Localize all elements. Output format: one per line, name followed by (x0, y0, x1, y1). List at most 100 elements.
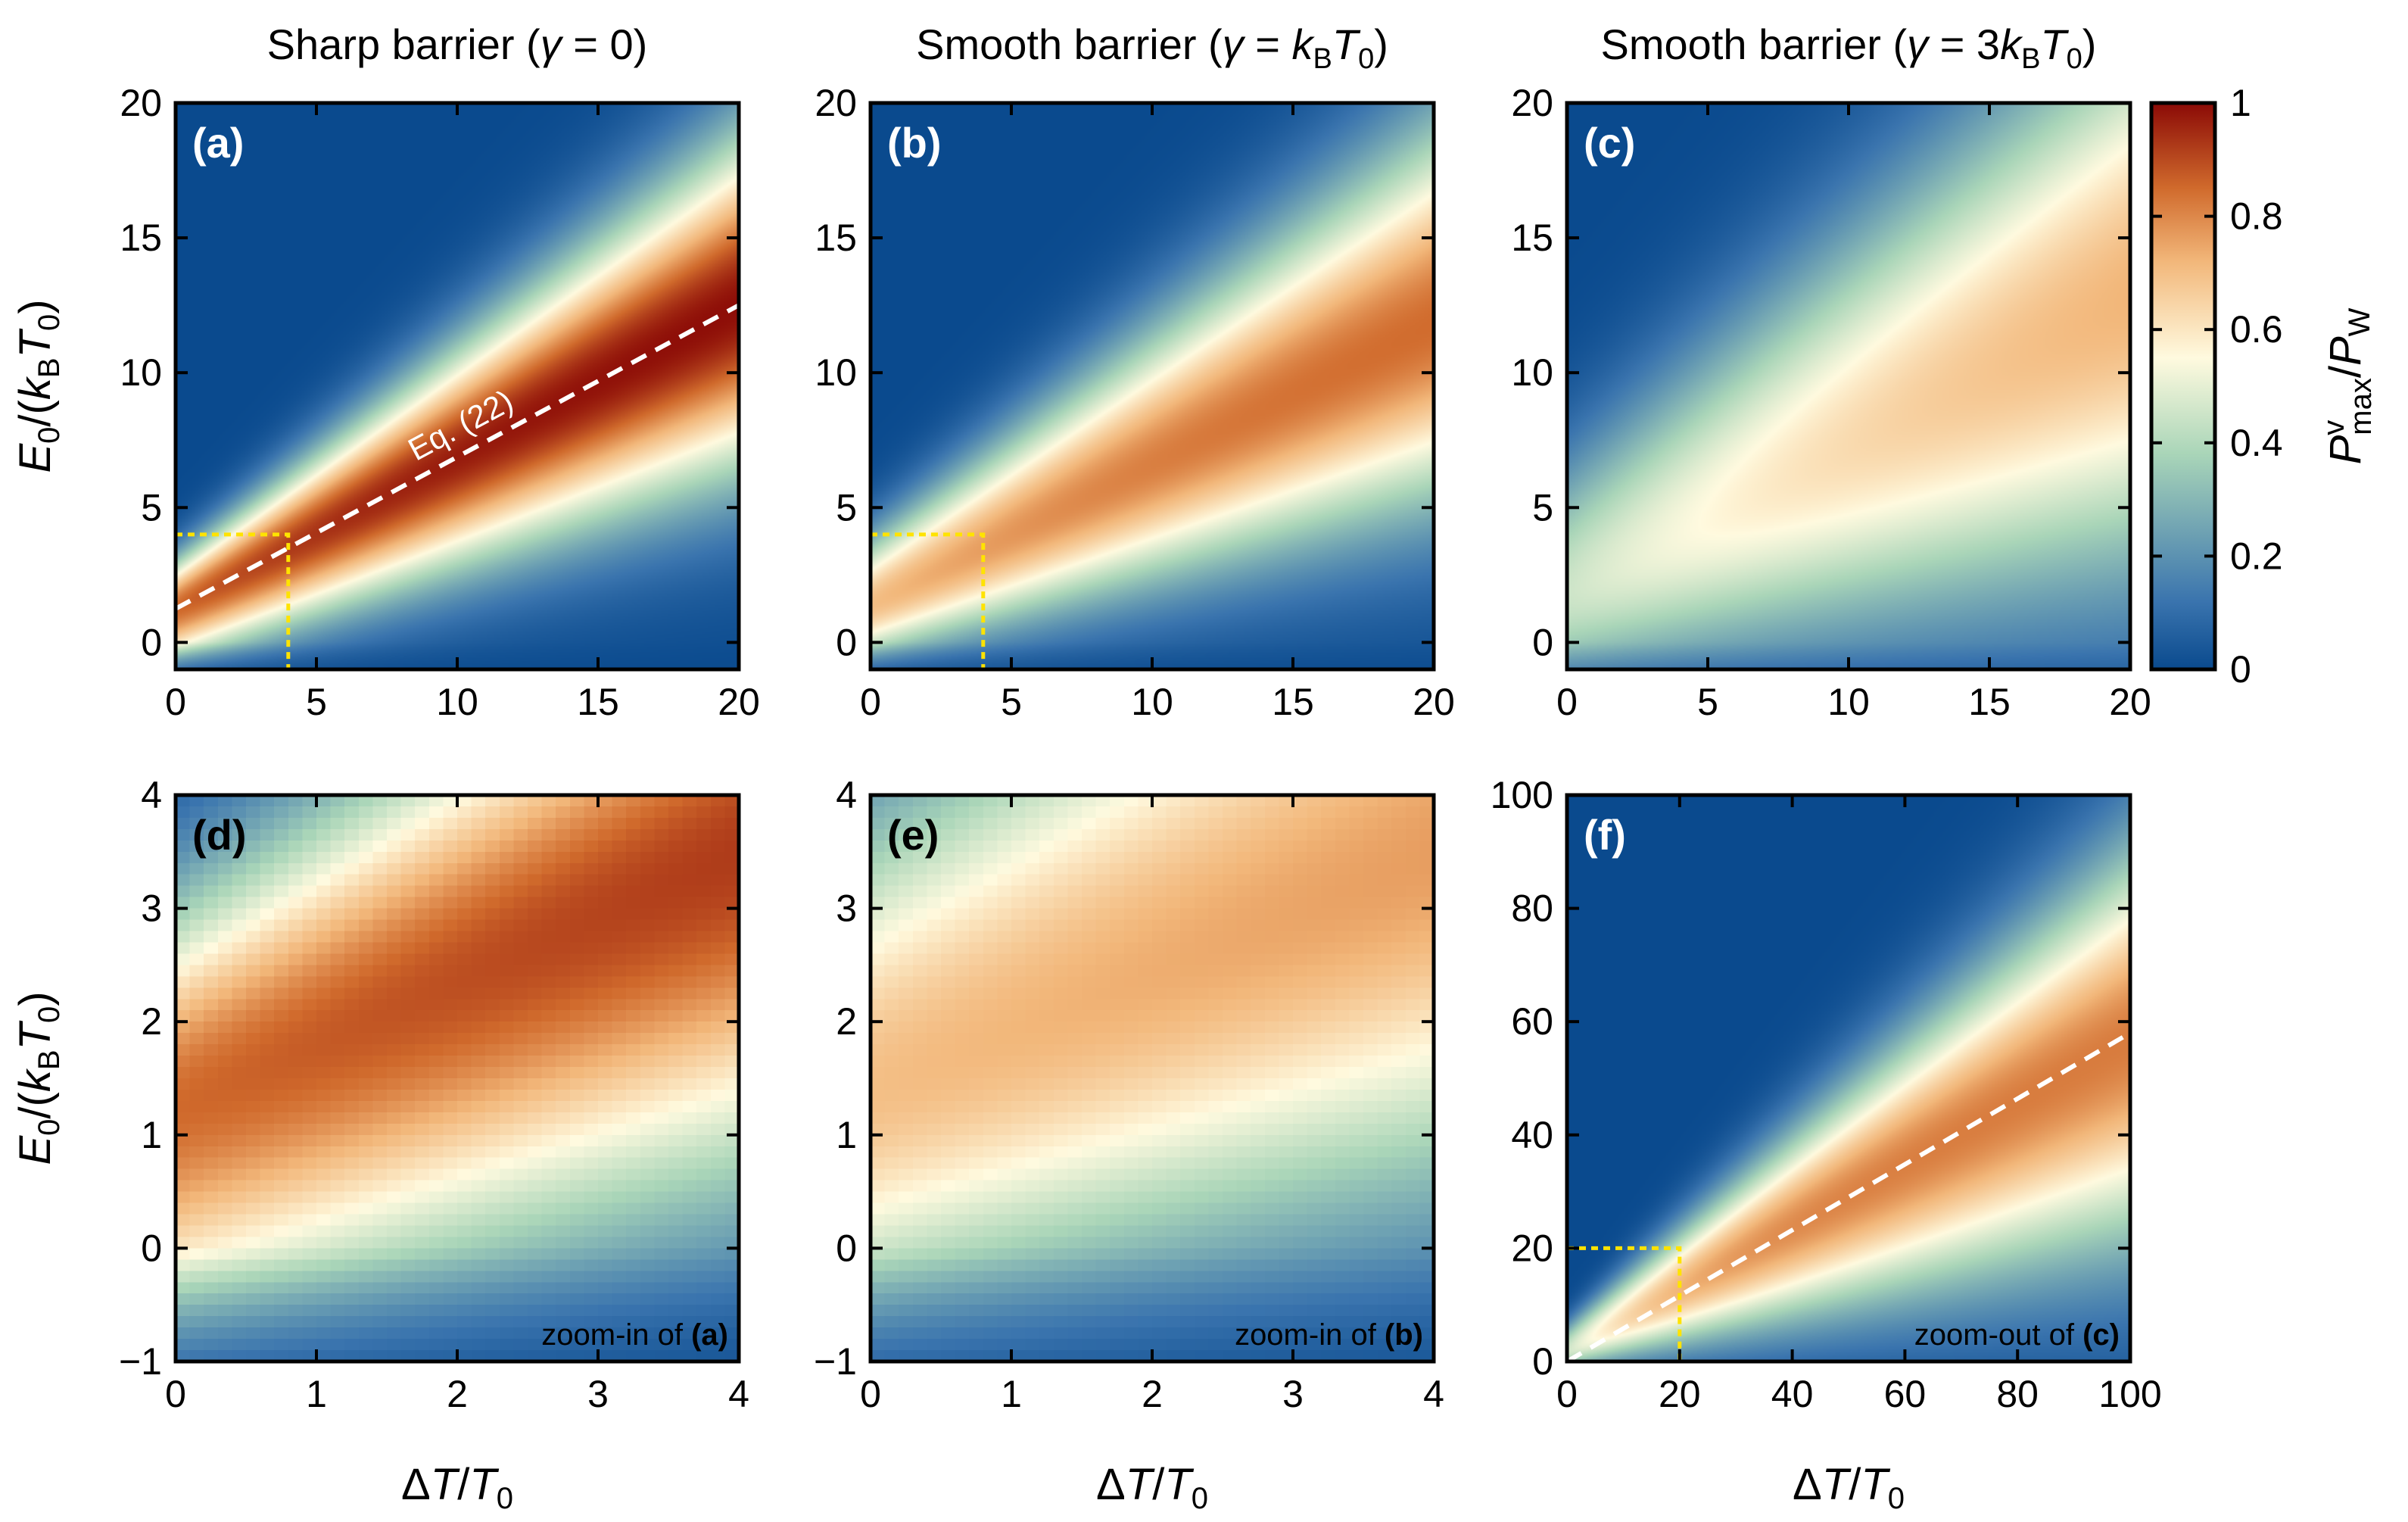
y-tick-label: 20 (815, 82, 857, 124)
y-tick-label: 40 (1511, 1114, 1553, 1156)
x-tick-label: 0 (165, 681, 186, 723)
x-tick-label: 60 (1884, 1373, 1927, 1415)
y-tick-label: 80 (1511, 887, 1553, 930)
overlays-f (1567, 1031, 2130, 1361)
x-tick-label: 2 (447, 1373, 468, 1415)
x-tick-label: 3 (587, 1373, 609, 1415)
column-title-2: Smooth barrier (γ = kBT0) (916, 20, 1388, 75)
y-axis-label-top: E0/(kBT0) (11, 299, 66, 473)
y-tick-label: 0 (1532, 1340, 1553, 1383)
inset-box-b (871, 532, 986, 669)
x-axis-label-e: ΔT/T0 (1096, 1460, 1208, 1515)
heatmap-d (176, 795, 739, 1361)
panel-label-d: (d) (192, 811, 247, 859)
x-tick-label: 15 (577, 681, 619, 723)
y-tick-label: 4 (141, 774, 162, 816)
colorbar-tick-label: 0.2 (2230, 535, 2283, 577)
y-tick-label: 1 (836, 1114, 857, 1156)
x-tick-label: 0 (1556, 681, 1578, 723)
zoom-note-e: zoom-in of (b) (1235, 1318, 1423, 1352)
heatmap-c (1567, 103, 2130, 669)
y-tick-label: −1 (119, 1340, 162, 1383)
y-tick-label: 10 (1511, 351, 1553, 394)
y-tick-label: 3 (836, 887, 857, 930)
x-tick-label: 10 (1131, 681, 1173, 723)
colorbar: 0 0.2 0.4 0.6 0.8 1 Pvmax/PW (2149, 82, 2378, 691)
x-tick-label: 80 (1996, 1373, 2039, 1415)
y-axis-label-bottom: E0/(kBT0) (11, 991, 66, 1165)
x-tick-label: 5 (1697, 681, 1718, 723)
y-tick-label: 2 (141, 1000, 162, 1043)
y-tick-label: 3 (141, 887, 162, 930)
y-tick-label: 20 (120, 82, 162, 124)
x-tick-label: 2 (1142, 1373, 1163, 1415)
panel-c: (c) 0 5 10 15 20 0 5 10 15 20 (1511, 82, 2151, 723)
x-tick-label: 3 (1282, 1373, 1304, 1415)
colorbar-frame (2149, 101, 2217, 672)
ticks-a: 0 5 10 15 20 0 5 10 15 20 (120, 82, 759, 723)
x-tick-label: 4 (1423, 1373, 1444, 1415)
panel-label-f: (f) (1584, 811, 1626, 859)
y-tick-label: 0 (141, 621, 162, 663)
zoom-note-f: zoom-out of (c) (1914, 1318, 2120, 1352)
x-tick-label: 1 (306, 1373, 327, 1415)
x-tick-label: 15 (1272, 681, 1314, 723)
y-tick-label: 15 (815, 217, 857, 259)
y-tick-label: 15 (1511, 217, 1553, 259)
heatmap-b (871, 103, 1434, 669)
y-tick-label: 10 (120, 351, 162, 394)
x-tick-label: 10 (436, 681, 478, 723)
axis-labels: E0/(kBT0) E0/(kBT0) ΔT/T0 ΔT/T0 ΔT/T0 (11, 299, 1905, 1515)
panel-label-a: (a) (192, 119, 244, 167)
x-tick-label: 20 (1413, 681, 1455, 723)
x-tick-label: 0 (860, 681, 881, 723)
y-tick-label: 0 (836, 621, 857, 663)
y-tick-label: 1 (141, 1114, 162, 1156)
y-tick-label: 4 (836, 774, 857, 816)
inset-box-a (176, 532, 291, 669)
y-tick-label: 0 (836, 1227, 857, 1269)
panel-label-e: (e) (887, 811, 939, 859)
y-tick-label: 5 (141, 486, 162, 529)
x-tick-label: 20 (1659, 1373, 1701, 1415)
colorbar-label: Pvmax/PW (2317, 307, 2378, 464)
ticks-b: 0 5 10 15 20 0 5 10 15 20 (815, 82, 1454, 723)
inset-box-f (1567, 1246, 1682, 1361)
x-tick-label: 4 (728, 1373, 749, 1415)
column-title-3: Smooth barrier (γ = 3kBT0) (1601, 20, 2097, 75)
dashed-line-a (176, 303, 739, 611)
panel-b: (b) 0 5 10 15 20 0 5 10 15 20 (815, 82, 1454, 723)
y-tick-label: 60 (1511, 1000, 1553, 1043)
column-title-1: Sharp barrier (γ = 0) (267, 20, 648, 68)
colorbar-tick-label: 1 (2230, 82, 2251, 124)
x-tick-label: 20 (718, 681, 760, 723)
heatmap-f (1567, 795, 2130, 1361)
panel-label-c: (c) (1584, 119, 1635, 167)
colorbar-tick-label: 0 (2230, 648, 2251, 691)
x-tick-label: 1 (1001, 1373, 1022, 1415)
heatmap-a (176, 103, 739, 669)
column-titles: Sharp barrier (γ = 0) Smooth barrier (γ =… (267, 20, 2097, 75)
colorbar-gradient (2151, 103, 2215, 669)
zoom-note-d: zoom-in of (a) (541, 1318, 728, 1352)
x-axis-label-f: ΔT/T0 (1793, 1460, 1905, 1515)
x-tick-label: 40 (1771, 1373, 1814, 1415)
y-tick-label: 20 (1511, 1227, 1553, 1269)
y-tick-label: 10 (815, 351, 857, 394)
x-axis-label-d: ΔT/T0 (401, 1460, 513, 1515)
y-tick-label: 5 (1532, 486, 1553, 529)
y-tick-label: 2 (836, 1000, 857, 1043)
y-tick-label: 0 (1532, 621, 1553, 663)
y-tick-label: 5 (836, 486, 857, 529)
x-tick-label: 15 (1968, 681, 2011, 723)
colorbar-tick-label: 0.4 (2230, 422, 2283, 464)
ticks-c: 0 5 10 15 20 0 5 10 15 20 (1511, 82, 2151, 723)
x-tick-label: 5 (1001, 681, 1022, 723)
y-tick-label: −1 (814, 1340, 857, 1383)
overlays-a (176, 303, 739, 669)
